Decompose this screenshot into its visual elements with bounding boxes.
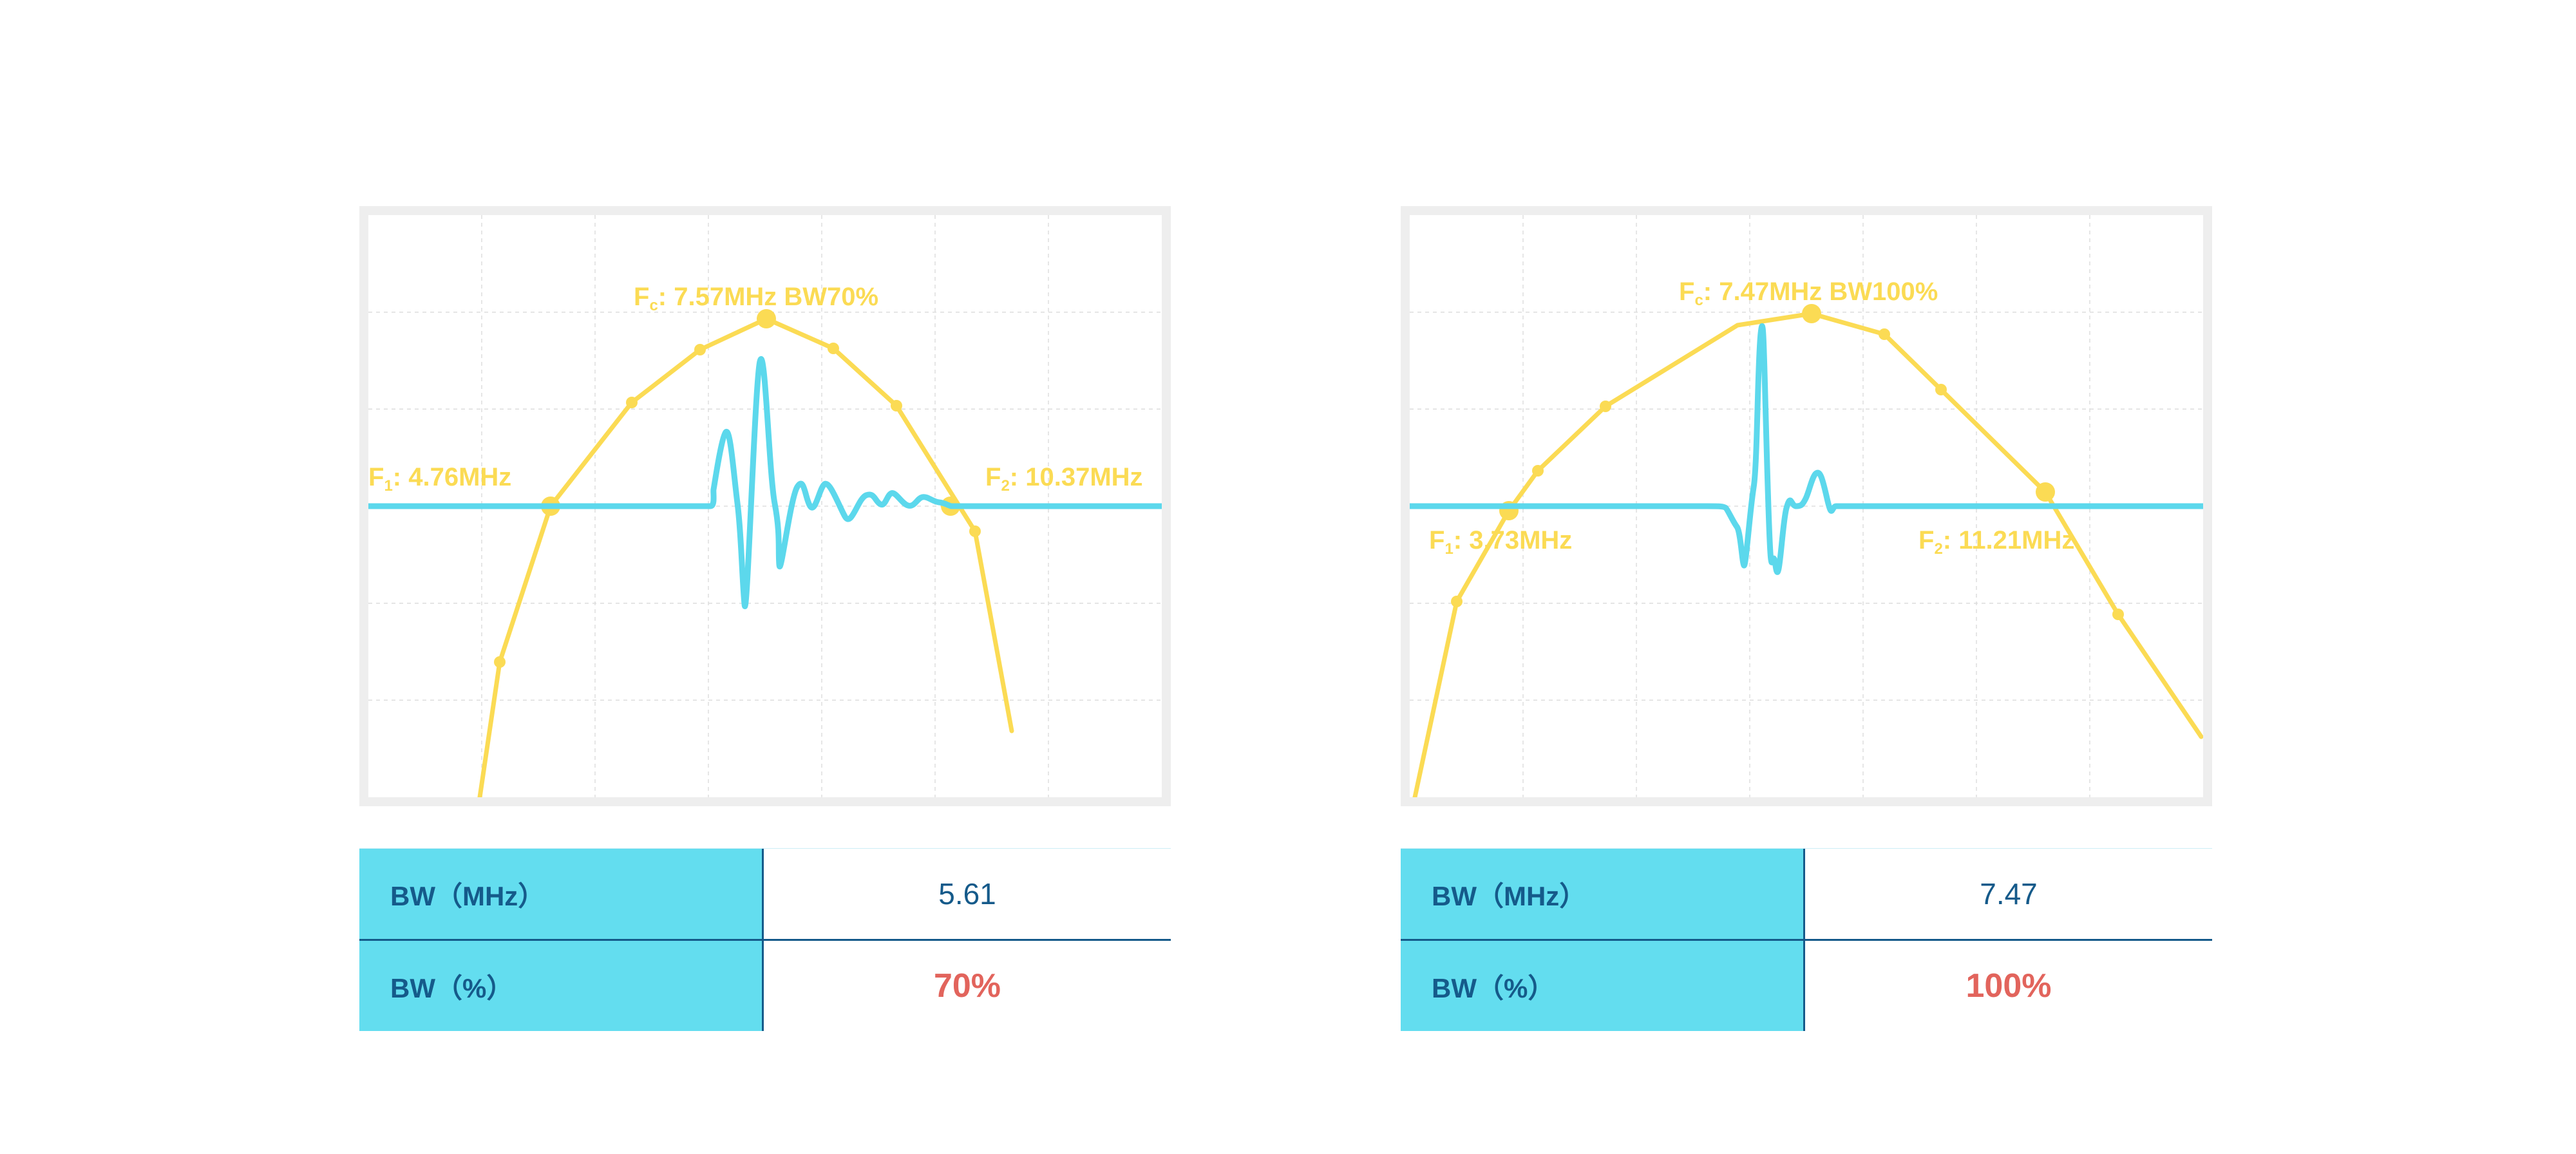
svg-text:Fc: 7.57MHz BW70%: Fc: 7.57MHz BW70% bbox=[634, 283, 878, 314]
svg-text:F1: 3.73MHz: F1: 3.73MHz bbox=[1429, 526, 1572, 558]
svg-text:F1: 4.76MHz: F1: 4.76MHz bbox=[368, 463, 511, 495]
svg-text:F2: 10.37MHz: F2: 10.37MHz bbox=[985, 463, 1143, 495]
svg-text:Fc: 7.47MHz BW100%: Fc: 7.47MHz BW100% bbox=[1679, 278, 1938, 309]
svg-text:F2: 11.21MHz: F2: 11.21MHz bbox=[1918, 526, 2074, 558]
